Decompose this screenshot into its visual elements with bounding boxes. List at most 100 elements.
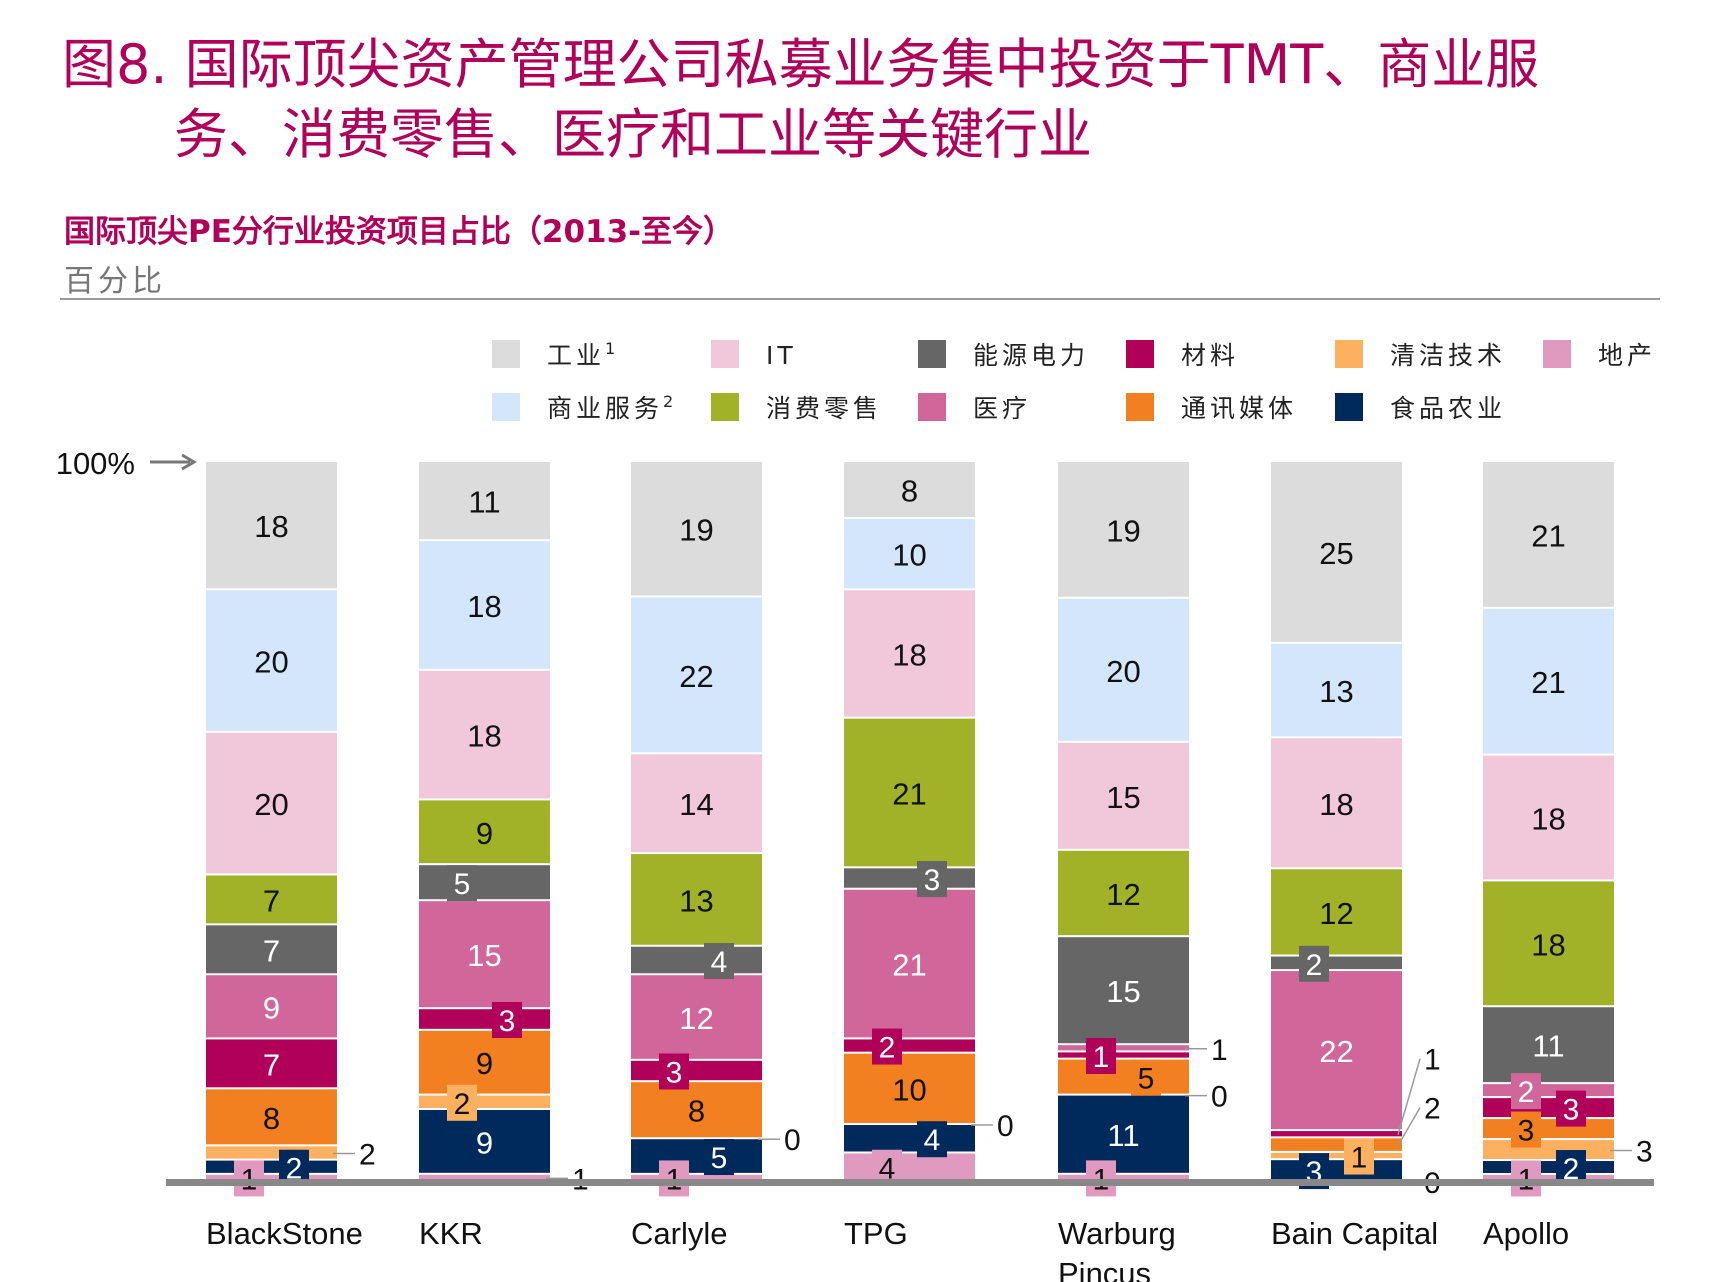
bar-segment [419,865,550,900]
data-label: 11 [1107,1118,1139,1153]
bar-segment [844,1153,975,1180]
data-label-box [659,1160,689,1197]
data-label: 10 [892,538,926,573]
data-label-box [492,1002,522,1038]
data-label: 14 [679,787,713,822]
bar-segment [631,854,762,945]
data-label-box [659,1053,689,1090]
category-label: Carlyle [631,1216,727,1251]
legend-swatch [492,393,520,421]
bar-segment [1483,1161,1614,1174]
data-label: 15 [467,938,501,973]
legend-label: 清洁技术 [1390,341,1506,370]
legend-label: 消费零售 [766,394,882,423]
data-label-box [872,1028,902,1065]
data-label: 2 [879,1032,896,1065]
data-label: 0 [784,1124,801,1157]
data-label: 2 [1424,1093,1441,1126]
bar-segment [631,754,762,853]
bar-segment [419,1009,550,1029]
bar-segment [206,875,337,924]
bar-segment [1271,462,1402,642]
bar-segment [844,519,975,589]
bar-segment [1271,1160,1402,1180]
data-label-box [447,1084,477,1121]
legend-label: 商业服务2 [547,392,677,423]
bar-segment [419,670,550,799]
data-label: 7 [263,933,280,968]
data-label: 18 [254,509,288,544]
legend-label: 工业1 [547,339,619,370]
bar-segment [419,901,550,1008]
data-label: 21 [1531,518,1565,553]
y-unit-label: 百分比 [64,264,166,299]
legend-label: 地产 [1598,341,1656,370]
title-line-1: 图8. 国际顶尖资产管理公司私募业务集中投资于TMT、商业服 [62,33,1540,96]
top-marker-label: 100% [56,446,135,481]
data-label: 19 [679,513,713,548]
data-label: 2 [1306,949,1323,982]
legend-label: 能源电力 [973,341,1089,370]
legend-swatch [1126,393,1154,421]
data-label: 9 [476,1125,493,1160]
bar-segment [1483,1007,1614,1083]
data-label-box [1299,945,1329,982]
bar-segment [419,1110,550,1173]
data-label-box [917,1121,947,1158]
bar-segment [1271,1131,1402,1137]
data-label-box [1511,1073,1541,1110]
bar-segment [1483,1175,1614,1180]
data-label: 3 [1563,1094,1580,1127]
data-label: 2 [359,1138,376,1171]
bar-segment [1483,881,1614,1006]
bar-segment [1271,643,1402,737]
bar-segment [419,462,550,540]
legend-label: 医疗 [973,394,1031,423]
data-label: 1 [1093,1041,1110,1074]
bar-segment [1483,1119,1614,1139]
data-label-box [1556,1090,1586,1127]
bar-segment [631,1060,762,1081]
legend-swatch [918,340,946,368]
bar-segment [1058,1052,1189,1058]
legend-swatch [711,393,739,421]
data-label: 12 [1106,877,1140,912]
bar-segment [1058,937,1189,1044]
bar-segment [1271,971,1402,1130]
data-label: 0 [997,1110,1014,1143]
data-label-box [447,865,477,902]
data-label: 2 [286,1153,303,1186]
data-label: 9 [263,990,280,1025]
data-label: 8 [688,1094,705,1129]
category-label: Warburg [1058,1216,1176,1251]
data-label: 19 [1106,513,1140,548]
data-label: 4 [879,1153,896,1186]
bar-segment [206,462,337,589]
bar-segment [844,1039,975,1052]
bar-segment [631,1139,762,1173]
data-label: 25 [1319,536,1353,571]
data-label-box [234,1160,264,1197]
data-label: 2 [1518,1076,1535,1109]
bar-segment [1271,1138,1402,1151]
x-axis-line [166,1179,1654,1186]
bar-segment [206,1039,337,1088]
legend-swatch [1335,393,1363,421]
data-label: 20 [254,645,288,680]
data-label: 8 [901,474,918,509]
data-label: 9 [476,816,493,851]
legend-label: 材料 [1181,341,1239,370]
data-label: 21 [892,776,926,811]
data-label-box [1511,1111,1541,1148]
data-label: 3 [1518,1115,1535,1148]
data-label: 1 [1424,1044,1441,1077]
data-label: 8 [263,1101,280,1136]
bar-segment [206,590,337,731]
bar-segment [1483,608,1614,754]
bar-segment [1058,850,1189,936]
bar-segment [206,732,337,874]
data-label: 3 [666,1057,683,1090]
bar-segment [844,590,975,717]
bar-segment [206,975,337,1038]
bar-segment [419,541,550,669]
